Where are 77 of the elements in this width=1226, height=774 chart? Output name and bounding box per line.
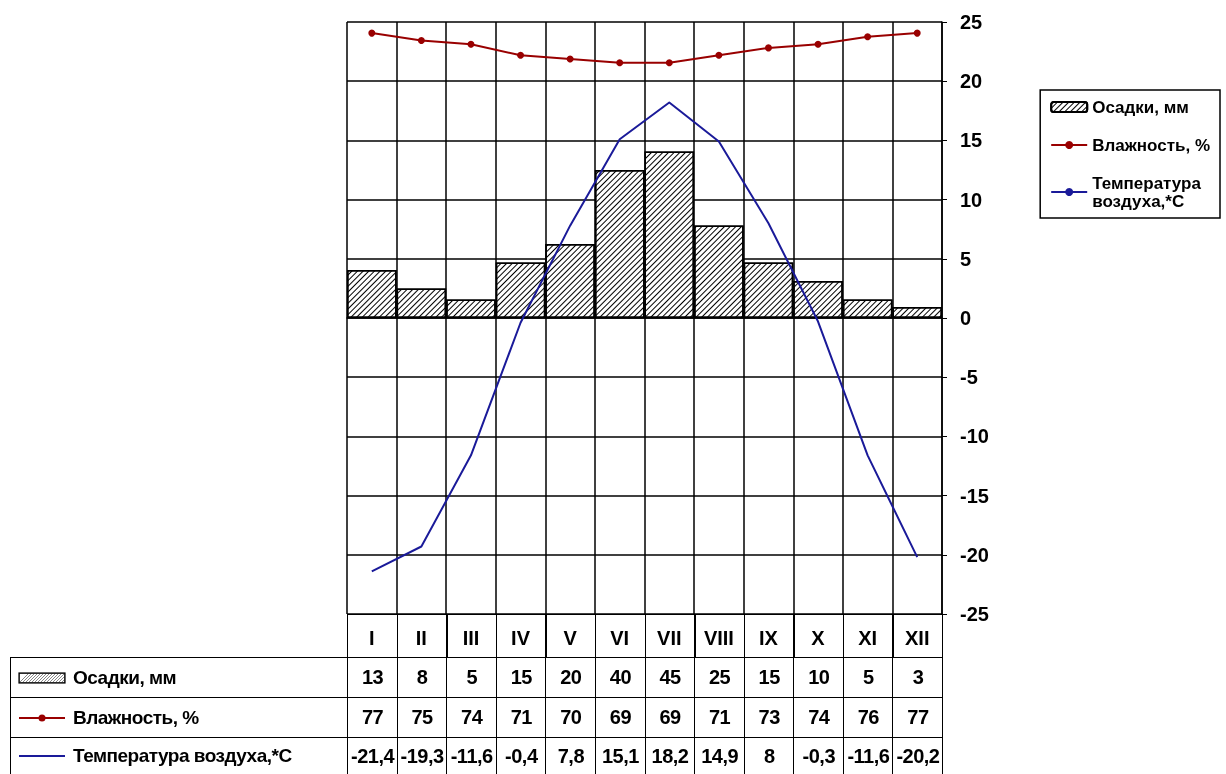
x-tick-label: VII [657,627,682,649]
data-label: 71 [694,697,746,739]
x-tick-label: VIII [703,627,734,649]
x-tick-label: XI [858,627,878,649]
y-tick-label: -5 [960,366,978,389]
y-tick-label: -10 [960,425,989,448]
y-tick-label: 20 [960,70,983,93]
text: Влажность, % [73,706,199,728]
data-label: 70 [545,697,597,739]
data-label: -19,3 [396,737,448,774]
y-tick-label: -25 [960,603,989,625]
legend-label: Температура воздуха,*С [1092,173,1202,211]
y-tick-label: -20 [960,543,989,566]
data-label: 77 [347,697,399,739]
y-tick-label: 0 [960,307,972,329]
point [616,59,624,67]
data-label: 74 [793,697,845,739]
point [764,44,772,52]
data-label: 14,9 [694,737,746,774]
data-label: 8 [396,657,448,699]
data-label: 69 [644,697,696,739]
data-label: 18,2 [644,737,696,774]
point [368,29,376,37]
y-tick-label: 25 [960,11,983,33]
data-label: 71 [495,697,547,739]
point [864,33,872,41]
x-tick-label: X [811,627,826,649]
point [715,51,723,59]
data-label: 73 [743,697,795,739]
point [417,37,425,44]
data-label: 15 [495,657,547,699]
data-label: 76 [842,697,894,739]
data-label: 13 [347,657,399,699]
data-label: 7,8 [545,737,597,774]
data-label: 77 [892,697,944,739]
data-label: 45 [644,657,696,699]
data-label: 5 [446,657,498,699]
y-tick-label: 15 [960,129,983,152]
data-label: 8 [743,737,795,774]
y-tick-label: 10 [960,188,983,211]
data-label: 10 [793,657,845,699]
x-tick-label: VI [610,627,630,649]
x-tick-label: III [462,627,480,649]
text: Осадки, мм [73,666,177,688]
data-label: 20 [545,657,597,699]
data-label: 75 [396,697,448,739]
legend-label: Осадки, мм [1092,97,1189,117]
data-label: 40 [594,657,646,699]
x-tick-label: IX [759,627,779,649]
point [467,40,475,48]
x-tick-label: IV [511,627,531,649]
point [814,40,822,48]
y-tick-label: -15 [960,484,989,507]
data-label: 3 [892,657,944,699]
x-tick-label: V [563,627,578,649]
legend-label: Влажность, % [1092,135,1211,155]
data-label: -11,6 [842,737,894,774]
x-tick-label: I [369,627,375,649]
y-tick-label: 5 [960,247,972,270]
data-label: 74 [446,697,498,739]
data-label: 15 [743,657,795,699]
point [665,59,673,67]
data-label: -0,4 [495,737,547,774]
point [517,51,525,59]
x-tick-label: II [415,627,427,649]
line-series [370,101,919,573]
data-label: -20,2 [892,737,944,774]
data-label: -21,4 [347,737,399,774]
data-label: -0,3 [793,737,845,774]
data-label: 5 [842,657,894,699]
data-label: -11,6 [446,737,498,774]
data-label: 15,1 [594,737,646,774]
data-label: 25 [694,657,746,699]
x-tick-label: XII [904,627,930,649]
data-label: 69 [594,697,646,739]
text: Температура воздуха,*С [73,745,292,766]
point [913,29,921,37]
